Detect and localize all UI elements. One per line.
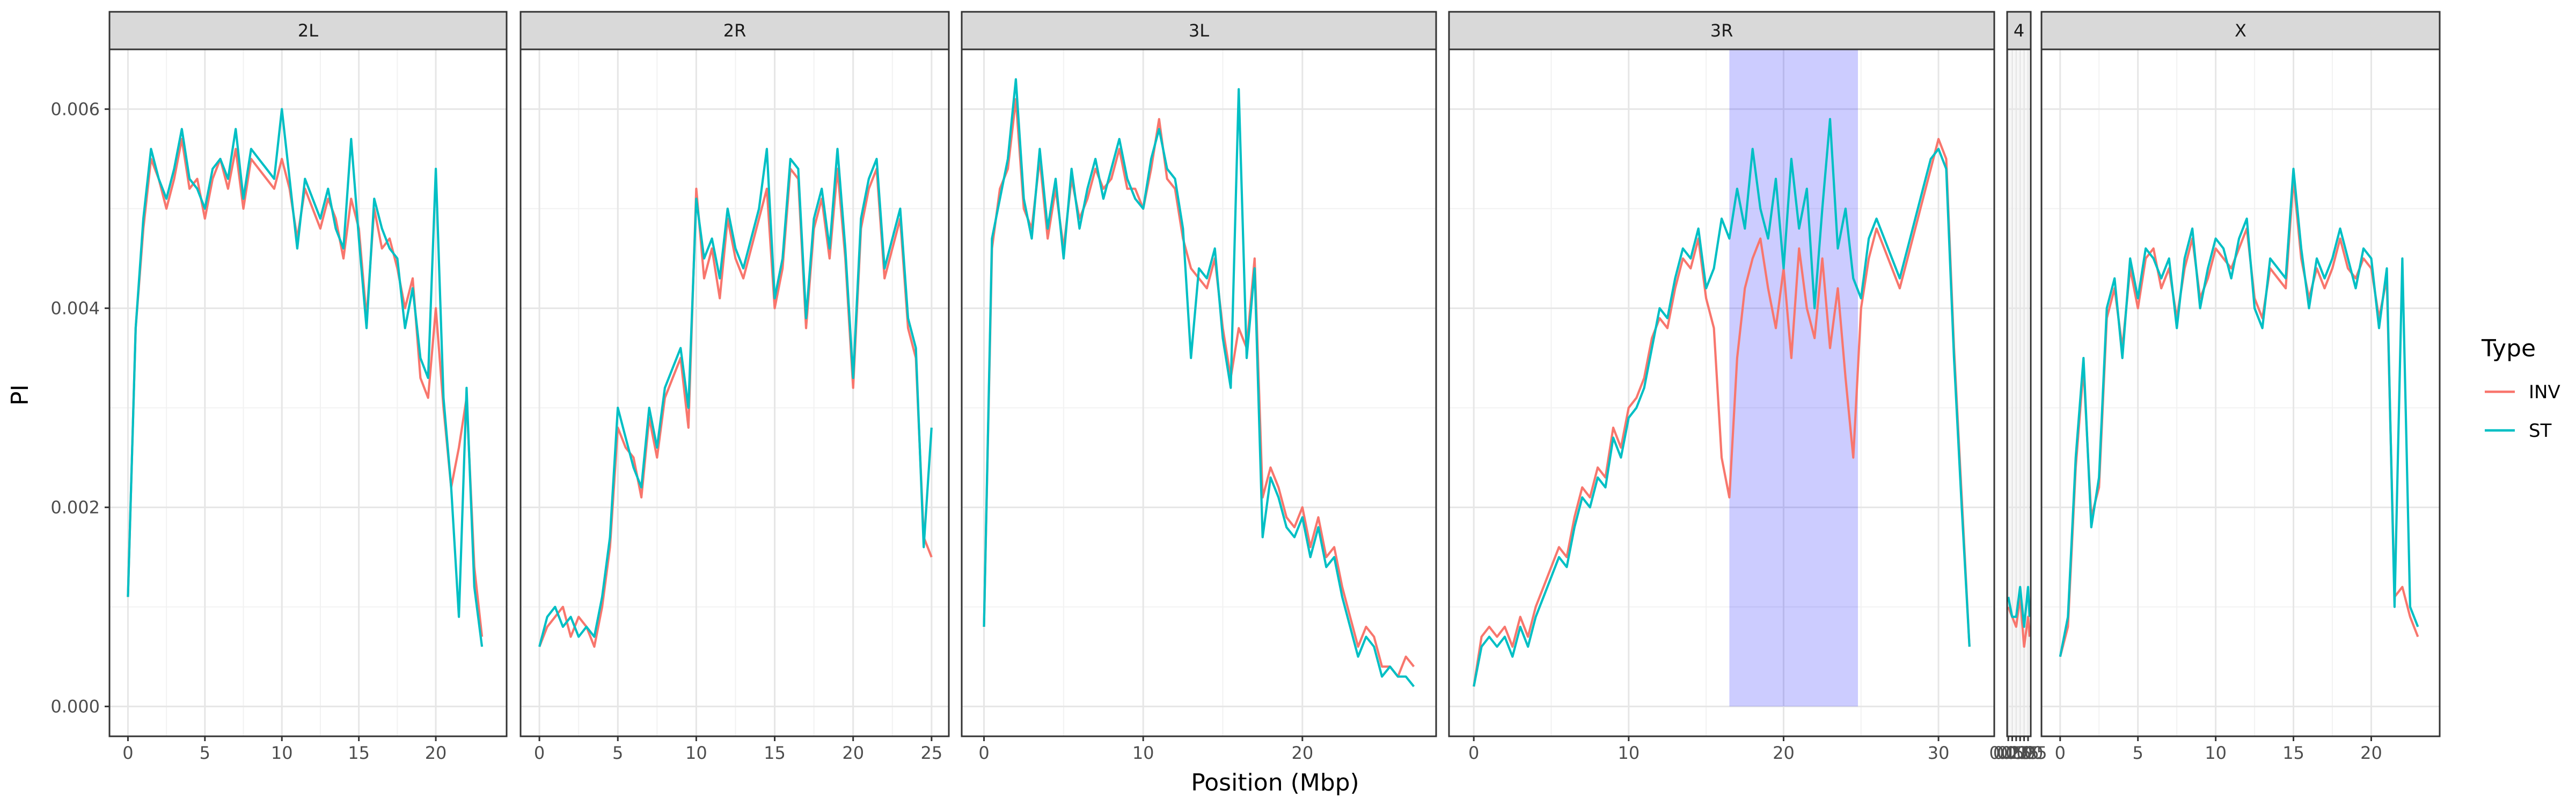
panel-4: 4 0.000.250.500.751.001.25 bbox=[1989, 11, 2047, 763]
plot-background bbox=[521, 49, 949, 736]
x-tick-label: 25 bbox=[920, 743, 942, 763]
x-tick-label: 20 bbox=[2360, 743, 2382, 763]
series-line-inv-3R bbox=[1473, 137, 1971, 687]
plot-background bbox=[2041, 49, 2440, 736]
panel-border bbox=[1448, 48, 1995, 737]
legend-entries: INV ST bbox=[2485, 382, 2560, 442]
y-tick-label: 0.006 bbox=[50, 99, 100, 119]
series-line-inv-2R bbox=[538, 167, 933, 648]
y-axis: 0.000 0.002 0.004 0.006 bbox=[50, 99, 109, 716]
strip-label-3R: 3R bbox=[1710, 20, 1733, 41]
x-tick-label: 20 bbox=[842, 743, 864, 763]
series-line-st-2L bbox=[127, 108, 484, 647]
series-line-st-3R bbox=[1473, 118, 1971, 687]
x-tick-label: 10 bbox=[2205, 743, 2227, 763]
series-line-st-2R bbox=[538, 148, 933, 647]
strip-label-2L: 2L bbox=[298, 20, 318, 41]
x-tick-label: 1.25 bbox=[2009, 743, 2047, 763]
x-tick-label: 30 bbox=[1928, 743, 1950, 763]
x-tick-label: 20 bbox=[425, 743, 447, 763]
panel-2R: 2R 0 5 10 15 20 25 bbox=[519, 11, 950, 763]
x-tick-label: 1.00 bbox=[2005, 743, 2043, 763]
strip-X bbox=[2040, 11, 2441, 50]
panel-border bbox=[2040, 48, 2441, 737]
plot-background bbox=[109, 49, 507, 736]
x-tick-label: 20 bbox=[1773, 743, 1795, 763]
strip-label-2R: 2R bbox=[723, 20, 747, 41]
panel-X: X 0 5 10 15 20 bbox=[2040, 11, 2441, 763]
x-tick-label: 0 bbox=[1468, 743, 1479, 763]
highlight-region bbox=[1729, 49, 1858, 707]
strip-label-X: X bbox=[2235, 20, 2246, 41]
x-tick-label: 20 bbox=[1291, 743, 1313, 763]
x-tick-label: 10 bbox=[1132, 743, 1154, 763]
x-tick-label: 0.75 bbox=[2001, 743, 2039, 763]
panel-border bbox=[519, 48, 950, 737]
y-tick-label: 0.000 bbox=[50, 696, 100, 716]
panel-3L: 3L 0 10 20 bbox=[961, 11, 1437, 763]
x-tick-label: 0.25 bbox=[1993, 743, 2031, 763]
x-tick-label: 10 bbox=[1618, 743, 1640, 763]
x-tick-label: 0 bbox=[2055, 743, 2066, 763]
x-tick-label: 0 bbox=[122, 743, 133, 763]
legend-label-inv: INV bbox=[2529, 382, 2560, 403]
series-line-st-3L bbox=[983, 78, 1415, 687]
x-tick-label: 5 bbox=[200, 743, 210, 763]
x-tick-label: 15 bbox=[2282, 743, 2304, 763]
x-tick-label: 0.00 bbox=[1989, 743, 2027, 763]
strip-label-4: 4 bbox=[2014, 20, 2024, 41]
strip-2L bbox=[108, 11, 508, 50]
x-tick-label: 0 bbox=[978, 743, 989, 763]
y-tick-label: 0.004 bbox=[50, 298, 100, 318]
panel-border bbox=[2006, 48, 2032, 737]
y-tick-label: 0.002 bbox=[50, 497, 100, 517]
strip-3R bbox=[1448, 11, 1995, 50]
plot-background bbox=[962, 49, 1436, 736]
x-tick-label: 10 bbox=[685, 743, 707, 763]
series-line-st-X bbox=[2059, 167, 2419, 657]
x-tick-label: 10 bbox=[271, 743, 293, 763]
panel-border bbox=[961, 48, 1437, 737]
legend: Type INV ST bbox=[2481, 335, 2560, 442]
x-tick-label: 15 bbox=[348, 743, 370, 763]
panel-border bbox=[108, 48, 508, 737]
strip-2R bbox=[519, 11, 950, 50]
x-tick-label: 0.50 bbox=[1997, 743, 2035, 763]
x-tick-label: 5 bbox=[612, 743, 623, 763]
strip-label-3L: 3L bbox=[1189, 20, 1209, 41]
panel-3R: 3R 0 10 20 30 bbox=[1448, 11, 1995, 763]
panel-2L: 2L 0 5 10 15 20 bbox=[108, 11, 508, 763]
x-tick-label: 15 bbox=[764, 743, 786, 763]
y-axis-title: PI bbox=[6, 384, 34, 406]
x-axis-title: Position (Mbp) bbox=[1191, 769, 1359, 796]
legend-label-st: ST bbox=[2529, 420, 2552, 442]
series-line-st-4 bbox=[2007, 586, 2031, 628]
x-tick-label: 5 bbox=[2133, 743, 2143, 763]
legend-title: Type bbox=[2481, 335, 2536, 362]
strip-3L bbox=[961, 11, 1437, 50]
plot-background bbox=[1449, 49, 1994, 736]
x-tick-label: 0 bbox=[534, 743, 545, 763]
